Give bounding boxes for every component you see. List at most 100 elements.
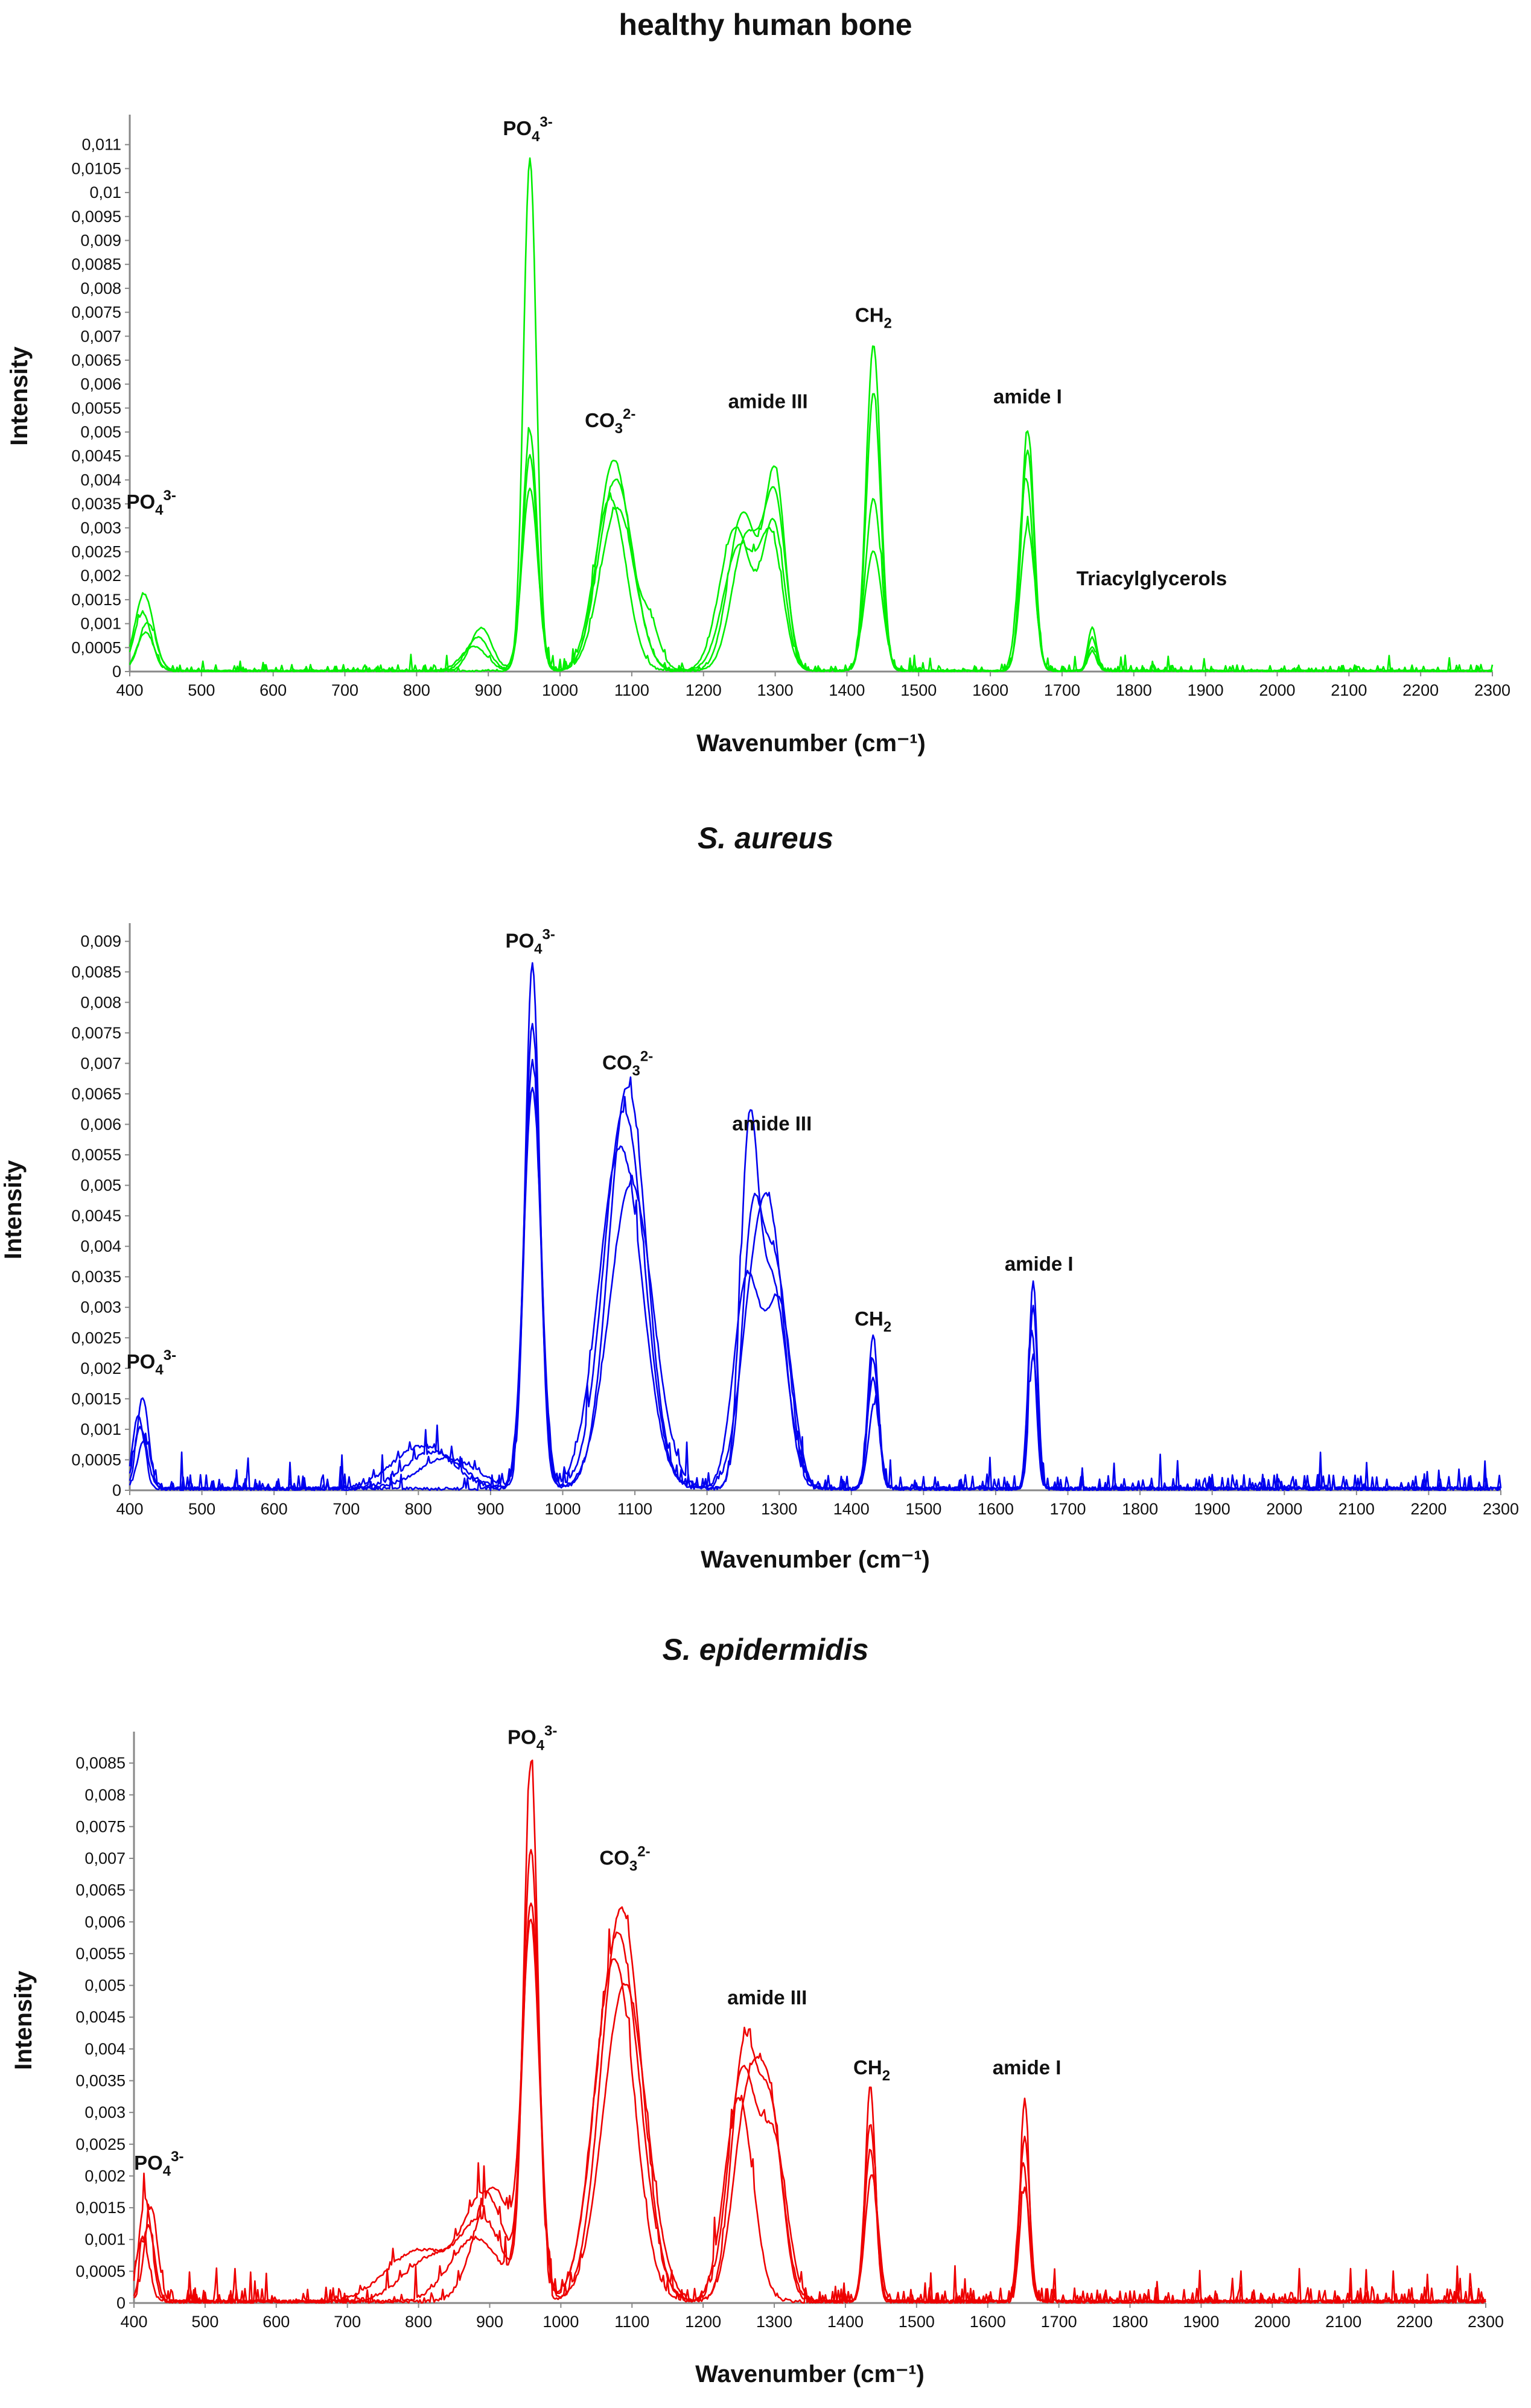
axes: 0 0,0005 0,001 0,0015 0,002 0,0025 0,003 0,0035… bbox=[71, 115, 1510, 699]
y-tick-label: 0,0055 bbox=[71, 1146, 121, 1164]
x-tick-label: 2300 bbox=[1483, 1500, 1519, 1518]
x-tick-label: 1600 bbox=[978, 1500, 1014, 1518]
y-tick-label: 0,0095 bbox=[71, 208, 121, 226]
y-tick-label: 0,008 bbox=[80, 279, 121, 297]
spectrum-line-3 bbox=[133, 1902, 1486, 2304]
y-axis-label: Intensity bbox=[6, 346, 33, 446]
y-tick-label: 0 bbox=[112, 662, 121, 681]
spectrum-line-4 bbox=[129, 1087, 1502, 1491]
x-tick-label: 1400 bbox=[827, 2313, 864, 2331]
y-tick-label: 0,0045 bbox=[71, 447, 121, 465]
x-tick-label: 1300 bbox=[756, 2313, 792, 2331]
peak-label: PO43- bbox=[503, 114, 552, 145]
x-tick-label: 2300 bbox=[1468, 2313, 1504, 2331]
y-tick-label: 0,001 bbox=[80, 615, 121, 633]
peak-label: amide III bbox=[727, 1986, 807, 2009]
peak-label: PO43- bbox=[134, 2149, 183, 2179]
y-tick-label: 0 bbox=[116, 2294, 126, 2312]
y-tick-label: 0,0075 bbox=[71, 303, 121, 322]
peak-label: CH2 bbox=[855, 1307, 891, 1335]
x-tick-label: 500 bbox=[188, 1500, 215, 1518]
x-tick-label: 1500 bbox=[899, 2313, 935, 2331]
y-tick-label: 0,0025 bbox=[71, 1329, 121, 1347]
x-tick-label: 800 bbox=[403, 681, 430, 699]
y-tick-label: 0,01 bbox=[89, 183, 121, 202]
panel-title-bone: healthy human bone bbox=[619, 8, 912, 42]
y-tick-label: 0,0075 bbox=[75, 1817, 126, 1835]
axes: 0 0,0005 0,001 0,0015 0,002 0,0025 0,003 0,0035… bbox=[71, 923, 1519, 1518]
peak-label: PO43- bbox=[127, 1347, 176, 1378]
peak-label: CH2 bbox=[855, 303, 892, 331]
y-tick-label: 0,0035 bbox=[75, 2072, 126, 2090]
y-tick-label: 0,0015 bbox=[71, 591, 121, 609]
x-tick-label: 700 bbox=[331, 681, 358, 699]
peak-label: CH2 bbox=[853, 2056, 890, 2084]
y-tick-label: 0,0025 bbox=[71, 543, 121, 561]
x-tick-label: 1000 bbox=[544, 1500, 581, 1518]
y-tick-label: 0 bbox=[112, 1481, 121, 1499]
x-tick-label: 1900 bbox=[1194, 1500, 1230, 1518]
x-tick-label: 1000 bbox=[543, 2313, 579, 2331]
x-tick-label: 1400 bbox=[829, 681, 865, 699]
y-tick-label: 0,009 bbox=[80, 231, 121, 249]
y-tick-label: 0,004 bbox=[80, 471, 121, 489]
x-axis-label: Wavenumber (cm⁻¹) bbox=[696, 730, 926, 757]
panel-title-s-aureus: S. aureus bbox=[697, 821, 834, 855]
y-tick-label: 0,0065 bbox=[75, 1881, 126, 1899]
x-tick-label: 1200 bbox=[689, 1500, 725, 1518]
y-tick-label: 0,0085 bbox=[71, 963, 121, 981]
series-group bbox=[129, 962, 1502, 1491]
y-tick-label: 0,0035 bbox=[71, 1268, 121, 1286]
peak-label: amide I bbox=[993, 2056, 1062, 2079]
y-tick-label: 0,005 bbox=[84, 1977, 126, 1995]
y-tick-label: 0,0055 bbox=[75, 1945, 126, 1963]
y-tick-label: 0,003 bbox=[80, 519, 121, 537]
y-tick-label: 0,006 bbox=[80, 375, 121, 393]
y-tick-label: 0,0065 bbox=[71, 1085, 121, 1103]
x-tick-label: 600 bbox=[263, 2313, 290, 2331]
y-tick-label: 0,011 bbox=[81, 136, 121, 154]
x-tick-label: 1500 bbox=[900, 681, 937, 699]
y-tick-label: 0,0005 bbox=[71, 638, 121, 656]
x-tick-label: 2200 bbox=[1402, 681, 1439, 699]
y-tick-label: 0,0025 bbox=[75, 2135, 126, 2153]
y-tick-label: 0,007 bbox=[84, 1849, 126, 1867]
axes: 0 0,0005 0,001 0,0015 0,002 0,0025 0,003 0,0035… bbox=[75, 1732, 1504, 2331]
x-tick-label: 900 bbox=[476, 2313, 503, 2331]
y-tick-label: 0,0015 bbox=[75, 2199, 126, 2217]
x-tick-label: 1000 bbox=[542, 681, 578, 699]
y-tick-label: 0,0085 bbox=[71, 255, 121, 273]
x-tick-label: 2000 bbox=[1259, 681, 1295, 699]
x-tick-label: 2300 bbox=[1474, 681, 1510, 699]
y-tick-label: 0,003 bbox=[80, 1298, 121, 1317]
y-tick-label: 0,001 bbox=[80, 1420, 121, 1438]
x-tick-label: 1200 bbox=[686, 681, 722, 699]
y-tick-label: 0,0075 bbox=[71, 1024, 121, 1042]
x-tick-label: 2000 bbox=[1266, 1500, 1302, 1518]
x-axis-label: Wavenumber (cm⁻¹) bbox=[701, 1546, 930, 1573]
y-tick-label: 0,004 bbox=[80, 1237, 121, 1256]
x-tick-label: 1200 bbox=[685, 2313, 721, 2331]
y-tick-label: 0,006 bbox=[80, 1115, 121, 1133]
series-group bbox=[133, 1759, 1487, 2304]
x-tick-label: 2000 bbox=[1254, 2313, 1290, 2331]
y-tick-label: 0,008 bbox=[84, 1786, 126, 1804]
x-tick-label: 700 bbox=[334, 2313, 361, 2331]
x-tick-label: 1800 bbox=[1116, 681, 1152, 699]
x-tick-label: 800 bbox=[405, 2313, 432, 2331]
x-tick-label: 2100 bbox=[1331, 681, 1367, 699]
peak-label: CO32- bbox=[599, 1844, 650, 1875]
y-tick-label: 0,0005 bbox=[71, 1450, 121, 1469]
x-tick-label: 1300 bbox=[757, 681, 794, 699]
y-tick-label: 0,0105 bbox=[71, 159, 121, 177]
y-tick-label: 0,0085 bbox=[75, 1754, 126, 1772]
x-tick-label: 900 bbox=[475, 681, 502, 699]
peak-label: PO43- bbox=[505, 926, 555, 957]
x-axis-label: Wavenumber (cm⁻¹) bbox=[695, 2361, 925, 2387]
x-tick-label: 2100 bbox=[1325, 2313, 1361, 2331]
x-tick-label: 1800 bbox=[1112, 2313, 1148, 2331]
spectrum-line-1 bbox=[133, 1759, 1486, 2304]
x-tick-label: 500 bbox=[191, 2313, 218, 2331]
x-tick-label: 400 bbox=[120, 2313, 147, 2331]
x-tick-label: 1100 bbox=[614, 681, 649, 699]
